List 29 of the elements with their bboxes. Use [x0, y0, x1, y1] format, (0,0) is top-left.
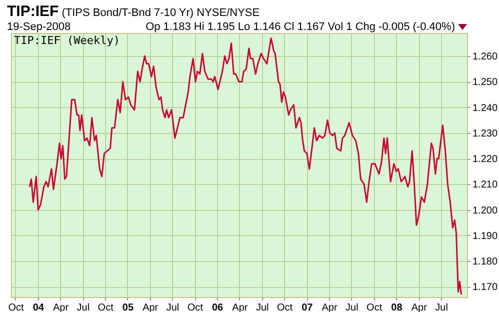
y-tick-label: 1.200: [472, 205, 498, 216]
x-tick-label: 05: [122, 302, 134, 314]
y-tick-label: 1.180: [472, 256, 498, 268]
y-tick-label: 1.210: [472, 180, 498, 191]
x-tick-label: Oct: [98, 302, 114, 314]
annotation: TIP:IEF (Weekly): [14, 34, 120, 47]
y-tick-label: 1.250: [472, 77, 498, 88]
x-tick-label: Jul: [435, 302, 448, 314]
x-tick-label: 06: [212, 302, 224, 314]
x-tick-label: Oct: [366, 302, 382, 314]
text: 19-Sep-2008: [7, 21, 71, 33]
x-tick-label: Jul: [346, 302, 358, 314]
text: Op 1.183 Hi 1.195 Lo 1.146 Cl 1.167 Vol 1 Chg -0.005 (-0.40%): [146, 21, 456, 33]
x-tick-label: 08: [391, 302, 403, 314]
chart-title: TIP:IEF (TIPS Bond/T-Bnd 7-10 Yr) NYSE/NYSE: [7, 3, 261, 20]
y-tick-label: 1.170: [472, 282, 498, 294]
x-tick-label: 07: [302, 302, 314, 314]
y-tick-label: 1.230: [472, 128, 498, 140]
y-tick-label: 1.220: [472, 154, 498, 166]
x-tick-label: Jul: [76, 302, 90, 314]
y-tick-label: 1.190: [472, 230, 498, 242]
x-tick-label: Oct: [187, 302, 204, 314]
x-tick-label: Oct: [8, 302, 24, 314]
x-tick-label: Oct: [276, 302, 293, 314]
x-tick-label: Jul: [166, 302, 180, 314]
y-tick-label: 1.260: [472, 52, 498, 63]
y-tick-label: 1.240: [472, 102, 498, 114]
x-tick-label: 04: [32, 302, 44, 314]
x-tick-label: Jul: [256, 302, 269, 314]
